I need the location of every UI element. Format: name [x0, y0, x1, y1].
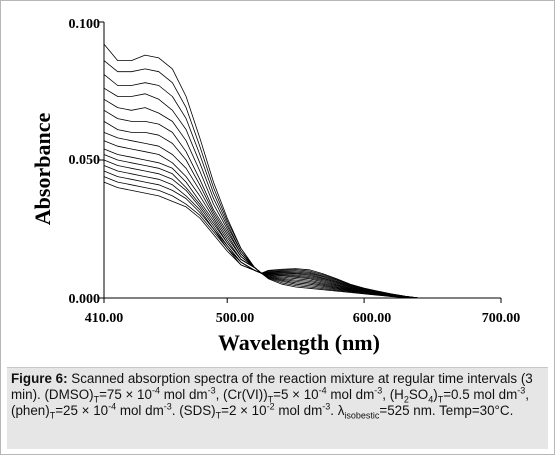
- caption-subscript: 2: [403, 394, 409, 405]
- spectrum-line-1: [103, 43, 419, 299]
- caption-text: =525 nm. Temp=30°C.: [379, 403, 514, 418]
- caption-text: , (Cr(VI)): [215, 387, 268, 402]
- spectrum-line-6: [103, 109, 419, 299]
- absorption-spectra-chart: 410.00 500.00 600.00 700.00 0.000 0.050 …: [30, 17, 521, 355]
- caption-text: mol dm: [326, 387, 375, 402]
- x-tick-label-3: 700.00: [482, 311, 521, 326]
- caption-subscript: T: [93, 394, 100, 405]
- caption-text: =75 × 10: [99, 387, 152, 402]
- spectrum-line-5: [103, 98, 419, 299]
- caption-superscript: -3: [374, 385, 383, 396]
- caption-label: Figure 6:: [11, 371, 68, 386]
- spectrum-line-10: [103, 148, 419, 299]
- spectrum-line-4: [103, 87, 419, 299]
- caption-text: Scanned absorption spectra of the reacti…: [11, 371, 533, 402]
- x-tick-label-1: 500.00: [216, 311, 255, 326]
- spectrum-line-3: [103, 74, 419, 299]
- y-axis-title: Absorbance: [30, 113, 55, 226]
- caption-text: , (phen): [11, 387, 530, 418]
- caption-text: =25 × 10: [55, 403, 109, 418]
- caption-text: =5 × 10: [273, 387, 319, 402]
- spectrum-line-12: [103, 159, 419, 299]
- y-tick-label-2: 0.100: [69, 17, 101, 32]
- caption-subscript: isobestic: [344, 410, 380, 421]
- caption-subscript: T: [49, 410, 56, 421]
- caption-superscript: -3: [322, 401, 331, 412]
- spectrum-line-16: [103, 181, 419, 299]
- caption-text: . (SDS): [171, 403, 216, 418]
- caption-text: mol dm: [274, 403, 323, 418]
- caption-superscript: -3: [163, 401, 172, 412]
- caption-text: mol dm: [116, 403, 164, 418]
- caption-text: SO: [408, 387, 429, 402]
- spectrum-line-13: [103, 165, 419, 299]
- x-axis-title: Wavelength (nm): [218, 330, 380, 355]
- caption-superscript: -2: [266, 401, 275, 412]
- spectra-series: [103, 43, 419, 299]
- y-tick-label-1: 0.050: [69, 153, 101, 168]
- caption-subscript: T: [215, 410, 222, 421]
- caption-text: mol dm: [159, 387, 208, 402]
- spectrum-line-7: [103, 121, 419, 299]
- caption-superscript: -4: [108, 401, 117, 412]
- spectrum-line-14: [103, 170, 419, 299]
- caption-text: =0.5 mol dm: [443, 387, 518, 402]
- caption-subscript: T: [267, 394, 274, 405]
- caption-subscript: 4: [428, 394, 434, 405]
- x-tick-label-0: 410.00: [85, 311, 124, 326]
- caption-superscript: -3: [207, 385, 216, 396]
- y-tick-label-0: 0.000: [69, 292, 101, 307]
- caption-superscript: -4: [151, 385, 160, 396]
- figure-caption: Figure 6: Scanned absorption spectra of …: [7, 367, 548, 449]
- chart-axes: [103, 22, 501, 299]
- caption-text: =2 × 10: [221, 403, 267, 418]
- caption-text: . λ: [330, 403, 345, 418]
- caption-subscript: T: [437, 394, 444, 405]
- spectrum-line-15: [103, 176, 419, 299]
- caption-text: ): [433, 387, 438, 402]
- spectrum-line-9: [103, 140, 419, 299]
- axis-ticks: [99, 21, 502, 303]
- caption-superscript: -3: [517, 385, 526, 396]
- spectrum-line-11: [103, 154, 419, 299]
- caption-text: , (H: [382, 387, 404, 402]
- caption-superscript: -4: [318, 385, 327, 396]
- x-tick-label-2: 600.00: [353, 311, 392, 326]
